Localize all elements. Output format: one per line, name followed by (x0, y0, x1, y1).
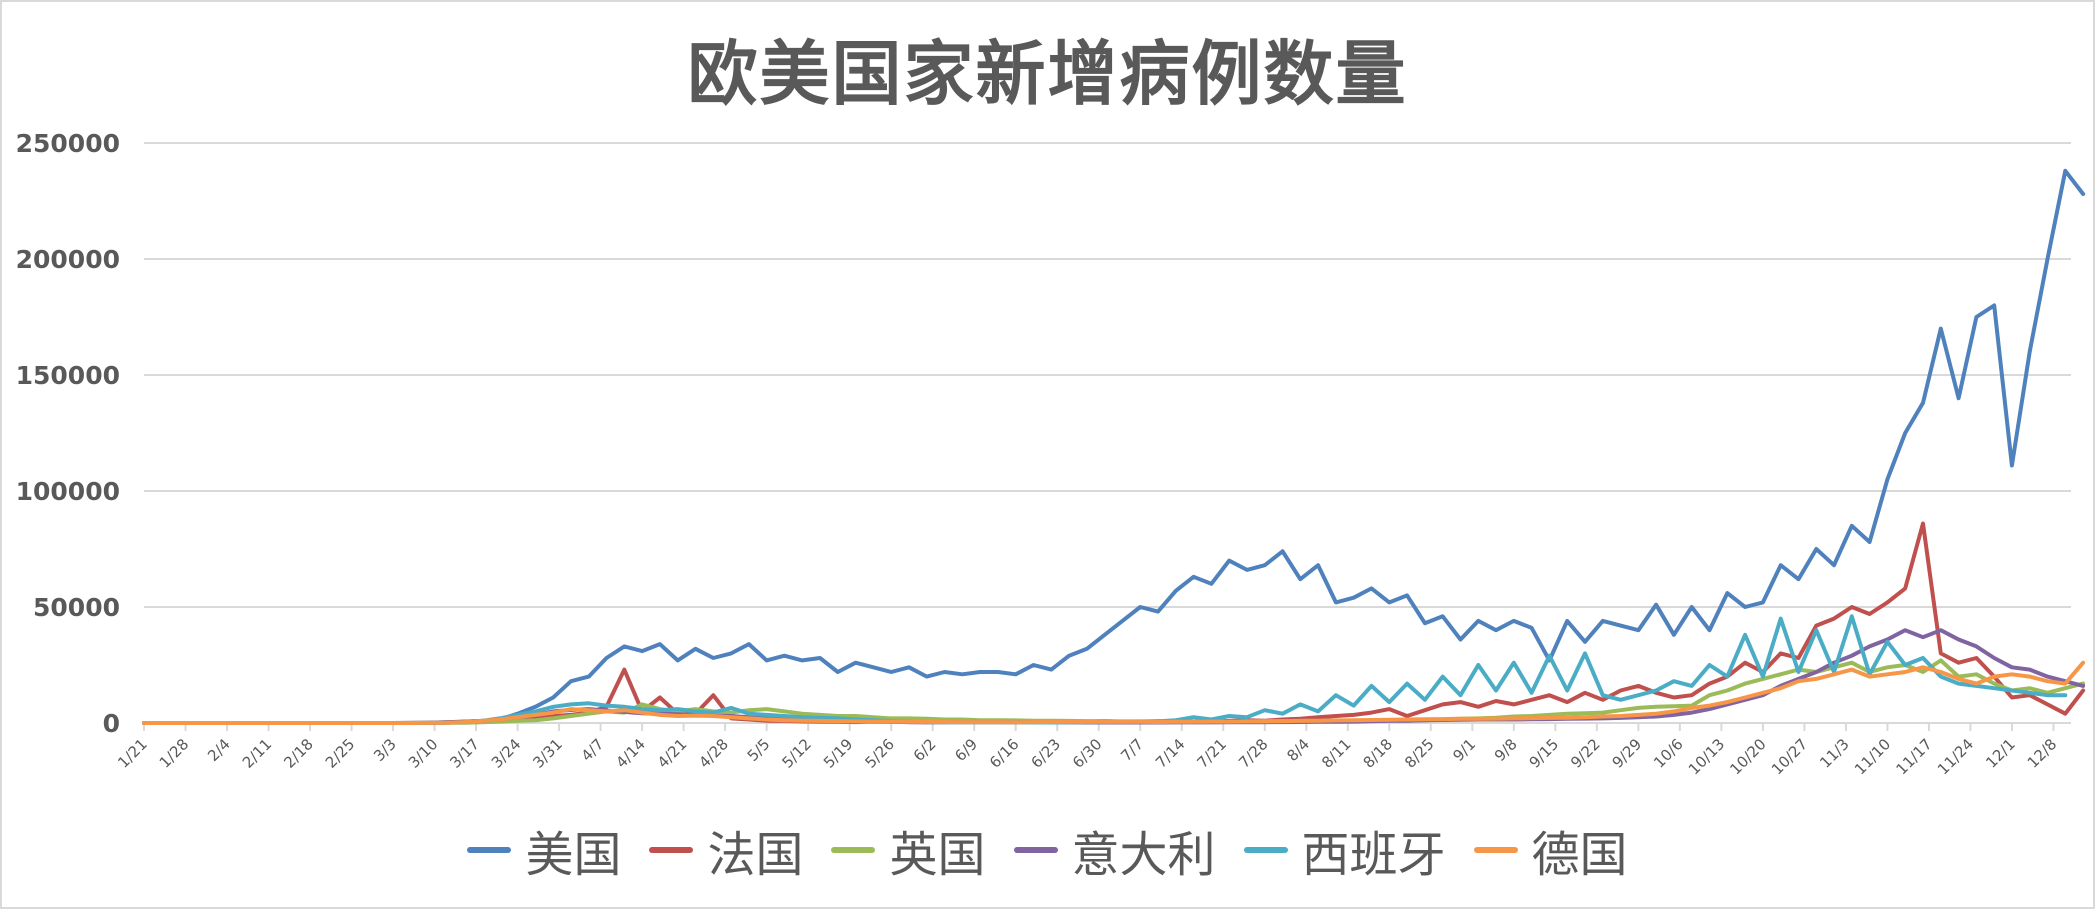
x-tick-label: 8/25 (1401, 735, 1438, 772)
x-tick-label: 12/1 (1982, 735, 2019, 772)
legend-label-us: 美国 (525, 827, 622, 883)
y-axis-labels: 0 50000 100000 150000 200000 250000 (16, 129, 120, 738)
x-tick-label: 3/17 (446, 735, 483, 772)
y-tick-label: 150000 (16, 361, 120, 390)
legend-swatch-us (467, 847, 512, 853)
series-line (142, 628, 2086, 725)
legend-item-us[interactable]: 美国 (467, 815, 621, 885)
y-tick-label: 100000 (16, 477, 120, 506)
y-tick-label: 250000 (16, 129, 120, 158)
x-tick-label: 4/14 (612, 735, 649, 772)
x-tick-label: 10/27 (1768, 735, 1811, 778)
legend-item-spain[interactable]: 西班牙 (1243, 815, 1446, 885)
legend-label-germany: 德国 (1531, 827, 1628, 883)
x-tick-label: 2/4 (204, 735, 234, 765)
x-tick-label: 11/24 (1934, 735, 1977, 778)
x-tick-label: 2/11 (239, 735, 276, 772)
legend: 美国 法国 英国 意大利 西班牙 德国 (0, 815, 2095, 885)
x-tick-label: 11/17 (1892, 735, 1935, 778)
legend-item-germany[interactable]: 德国 (1473, 815, 1628, 885)
x-tick-label: 6/23 (1027, 735, 1064, 772)
x-tick-label: 9/1 (1449, 735, 1479, 765)
x-tick-label: 10/13 (1685, 735, 1728, 778)
x-axis: 1/21 1/28 2/4 2/11 2/18 2/25 3/3 3/10 3/17 3/24 3/… (114, 722, 2071, 778)
y-tick-label: 0 (103, 709, 120, 738)
legend-item-uk[interactable]: 英国 (831, 815, 986, 885)
x-tick-label: 5/19 (820, 735, 857, 772)
x-tick-label: 8/11 (1318, 735, 1355, 772)
legend-swatch-france (649, 847, 694, 853)
x-tick-label: 10/6 (1650, 735, 1687, 772)
chart-title: 欧美国家新增病例数量 (687, 32, 1408, 115)
legend-label-france: 法国 (707, 827, 804, 883)
series-line (142, 660, 2086, 725)
x-tick-label: 6/30 (1069, 735, 1106, 772)
x-tick-label: 11/10 (1851, 735, 1894, 778)
x-tick-label: 3/10 (405, 735, 442, 772)
x-tick-label: 4/7 (578, 735, 608, 765)
x-tick-label: 9/8 (1491, 735, 1521, 765)
gridlines (144, 142, 2071, 608)
legend-swatch-spain (1243, 847, 1288, 853)
x-tick-label: 5/5 (744, 735, 774, 765)
x-tick-label: 6/9 (951, 735, 981, 765)
x-tick-label: 6/2 (910, 735, 940, 765)
x-tick-label: 2/25 (322, 735, 359, 772)
x-tick-label: 7/28 (1235, 735, 1272, 772)
x-tick-label: 8/4 (1283, 735, 1313, 765)
x-tick-label: 4/28 (695, 735, 732, 772)
x-tick-label: 1/28 (156, 735, 193, 772)
legend-item-france[interactable]: 法国 (649, 815, 803, 885)
series-line (142, 168, 2086, 725)
legend-swatch-germany (1473, 847, 1518, 853)
x-tick-label: 3/24 (488, 735, 525, 772)
series-line (142, 658, 2086, 725)
legend-swatch-uk (831, 847, 876, 853)
x-tick-label: 6/16 (986, 735, 1023, 772)
series-line (142, 521, 2086, 725)
legend-label-uk: 英国 (889, 827, 986, 883)
x-tick-label: 9/22 (1567, 735, 1604, 772)
x-tick-label: 10/20 (1726, 735, 1769, 778)
legend-item-italy[interactable]: 意大利 (1013, 815, 1216, 885)
x-tick-label: 1/21 (114, 735, 151, 772)
x-tick-label: 5/12 (778, 735, 815, 772)
x-tick-label: 5/26 (861, 735, 898, 772)
x-tick-label: 11/3 (1816, 735, 1853, 772)
series-lines (142, 168, 2086, 725)
legend-label-italy: 意大利 (1071, 827, 1216, 883)
x-tick-label: 7/14 (1152, 735, 1189, 772)
x-tick-label: 9/15 (1526, 735, 1563, 772)
legend-swatch-italy (1013, 847, 1058, 853)
x-tick-label: 7/7 (1117, 735, 1147, 765)
legend-label-spain: 西班牙 (1301, 827, 1446, 883)
y-tick-label: 50000 (33, 593, 120, 622)
x-tick-label: 4/21 (654, 735, 691, 772)
y-tick-label: 200000 (16, 245, 120, 274)
x-tick-label: 9/29 (1609, 735, 1646, 772)
x-tick-label: 8/18 (1360, 735, 1397, 772)
x-tick-label: 7/21 (1194, 735, 1231, 772)
x-tick-label: 2/18 (280, 735, 317, 772)
x-tick-label: 12/8 (2024, 735, 2061, 772)
x-tick-label: 3/31 (529, 735, 566, 772)
x-tick-label: 3/3 (370, 735, 400, 765)
